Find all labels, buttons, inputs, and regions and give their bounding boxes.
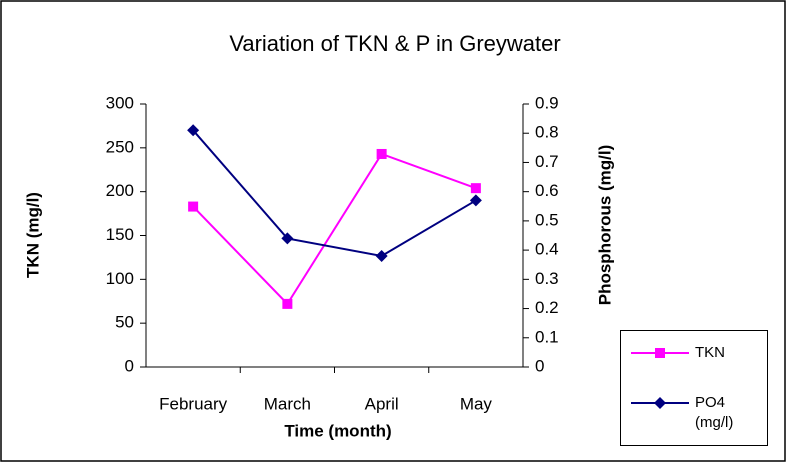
y2-tick-label: 0.5 [535, 210, 559, 229]
series-line [192, 152, 477, 306]
y-tick-label: 200 [106, 181, 134, 200]
y-tick-label: 0 [125, 356, 134, 375]
y-axis-label: TKN (mg/l) [23, 192, 42, 278]
marker [654, 397, 666, 409]
y2-tick-label: 0.7 [535, 152, 559, 171]
y-tick-label: 300 [106, 93, 134, 112]
y-tick-label: 150 [106, 225, 134, 244]
legend-item: PO4 (mg/l) [625, 393, 755, 433]
y2-tick-label: 0.1 [535, 327, 559, 346]
legend-swatch [631, 397, 689, 409]
y2-tick-label: 0.9 [535, 93, 559, 112]
y2-axis-label: Phosphorous (mg/l) [595, 145, 614, 306]
y2-tick-label: 0.6 [535, 181, 559, 200]
x-tick-label: May [460, 394, 493, 413]
legend-label: PO4 (mg/l) [695, 394, 734, 431]
y-tick-label: 250 [106, 137, 134, 156]
x-tick-label: March [264, 394, 311, 413]
marker [375, 249, 388, 262]
series-line [192, 129, 477, 258]
marker [470, 183, 481, 194]
marker [188, 201, 199, 212]
y2-tick-label: 0 [535, 356, 544, 375]
x-axis-label: Time (month) [284, 421, 391, 440]
legend-item: TKN [625, 343, 755, 363]
y-tick-label: 100 [106, 269, 134, 288]
y2-tick-label: 0.8 [535, 123, 559, 142]
marker [187, 124, 200, 137]
legend-label: TKN [695, 344, 725, 361]
y2-tick-label: 0.2 [535, 298, 559, 317]
marker [282, 298, 293, 309]
y2-tick-label: 0.4 [535, 240, 559, 259]
y-tick-label: 50 [115, 313, 134, 332]
x-tick-label: February [159, 394, 228, 413]
legend: TKN PO4 (mg/l) [620, 330, 768, 446]
marker [376, 148, 387, 159]
marker [655, 348, 665, 358]
legend-swatch [631, 348, 689, 358]
chart-title: Variation of TKN & P in Greywater [229, 31, 560, 56]
y2-tick-label: 0.3 [535, 269, 559, 288]
x-tick-label: April [365, 394, 399, 413]
marker [469, 194, 482, 207]
marker [281, 232, 294, 245]
